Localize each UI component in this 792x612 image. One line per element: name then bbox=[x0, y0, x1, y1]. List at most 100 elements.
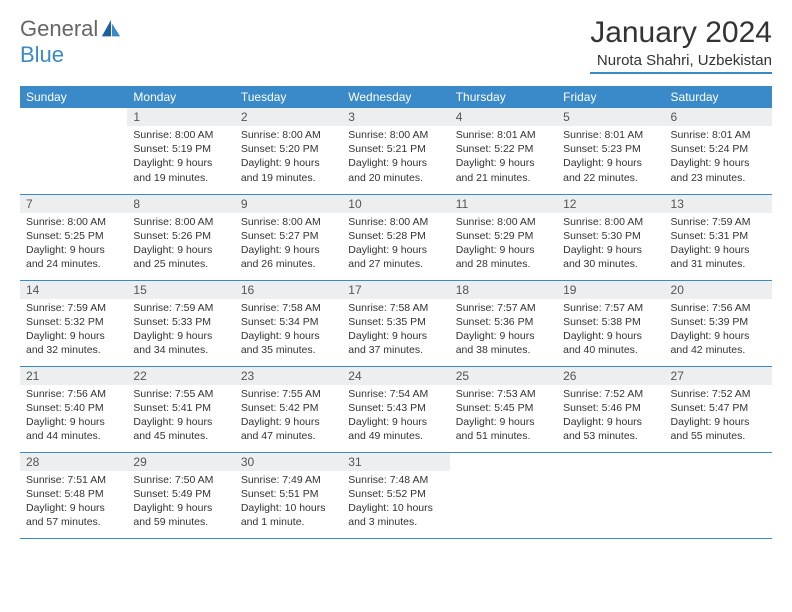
day-details: Sunrise: 8:01 AMSunset: 5:22 PMDaylight:… bbox=[450, 126, 557, 189]
weekday-header: Wednesday bbox=[342, 86, 449, 108]
day-number: 12 bbox=[557, 195, 664, 213]
day-details: Sunrise: 7:49 AMSunset: 5:51 PMDaylight:… bbox=[235, 471, 342, 534]
calendar-cell: 16Sunrise: 7:58 AMSunset: 5:34 PMDayligh… bbox=[235, 280, 342, 366]
weekday-header: Monday bbox=[127, 86, 234, 108]
day-number: 29 bbox=[127, 453, 234, 471]
day-number: 7 bbox=[20, 195, 127, 213]
day-number: 11 bbox=[450, 195, 557, 213]
calendar-body: 1Sunrise: 8:00 AMSunset: 5:19 PMDaylight… bbox=[20, 108, 772, 538]
calendar-cell: 17Sunrise: 7:58 AMSunset: 5:35 PMDayligh… bbox=[342, 280, 449, 366]
day-number: 2 bbox=[235, 108, 342, 126]
calendar-cell: 12Sunrise: 8:00 AMSunset: 5:30 PMDayligh… bbox=[557, 194, 664, 280]
logo: General bbox=[20, 16, 124, 42]
day-details: Sunrise: 7:57 AMSunset: 5:36 PMDaylight:… bbox=[450, 299, 557, 362]
day-number: 18 bbox=[450, 281, 557, 299]
day-number: 1 bbox=[127, 108, 234, 126]
calendar-row: 14Sunrise: 7:59 AMSunset: 5:32 PMDayligh… bbox=[20, 280, 772, 366]
calendar-cell: 13Sunrise: 7:59 AMSunset: 5:31 PMDayligh… bbox=[665, 194, 772, 280]
calendar-cell: 26Sunrise: 7:52 AMSunset: 5:46 PMDayligh… bbox=[557, 366, 664, 452]
day-details: Sunrise: 8:00 AMSunset: 5:26 PMDaylight:… bbox=[127, 213, 234, 276]
day-details: Sunrise: 7:56 AMSunset: 5:40 PMDaylight:… bbox=[20, 385, 127, 448]
day-details: Sunrise: 7:52 AMSunset: 5:46 PMDaylight:… bbox=[557, 385, 664, 448]
calendar-cell: 22Sunrise: 7:55 AMSunset: 5:41 PMDayligh… bbox=[127, 366, 234, 452]
calendar-head: SundayMondayTuesdayWednesdayThursdayFrid… bbox=[20, 86, 772, 108]
day-number: 20 bbox=[665, 281, 772, 299]
day-number: 17 bbox=[342, 281, 449, 299]
calendar-cell: 29Sunrise: 7:50 AMSunset: 5:49 PMDayligh… bbox=[127, 452, 234, 538]
day-details: Sunrise: 7:57 AMSunset: 5:38 PMDaylight:… bbox=[557, 299, 664, 362]
day-details: Sunrise: 8:00 AMSunset: 5:20 PMDaylight:… bbox=[235, 126, 342, 189]
calendar-cell: 7Sunrise: 8:00 AMSunset: 5:25 PMDaylight… bbox=[20, 194, 127, 280]
day-details: Sunrise: 7:59 AMSunset: 5:32 PMDaylight:… bbox=[20, 299, 127, 362]
day-number: 25 bbox=[450, 367, 557, 385]
calendar-cell: 2Sunrise: 8:00 AMSunset: 5:20 PMDaylight… bbox=[235, 108, 342, 194]
calendar-cell: 24Sunrise: 7:54 AMSunset: 5:43 PMDayligh… bbox=[342, 366, 449, 452]
day-number: 14 bbox=[20, 281, 127, 299]
calendar-cell: 23Sunrise: 7:55 AMSunset: 5:42 PMDayligh… bbox=[235, 366, 342, 452]
calendar-cell: 19Sunrise: 7:57 AMSunset: 5:38 PMDayligh… bbox=[557, 280, 664, 366]
calendar-row: 28Sunrise: 7:51 AMSunset: 5:48 PMDayligh… bbox=[20, 452, 772, 538]
day-details: Sunrise: 7:50 AMSunset: 5:49 PMDaylight:… bbox=[127, 471, 234, 534]
weekday-header: Thursday bbox=[450, 86, 557, 108]
day-details: Sunrise: 8:01 AMSunset: 5:24 PMDaylight:… bbox=[665, 126, 772, 189]
weekday-header: Friday bbox=[557, 86, 664, 108]
calendar-cell bbox=[557, 452, 664, 538]
day-number: 10 bbox=[342, 195, 449, 213]
day-details: Sunrise: 7:55 AMSunset: 5:41 PMDaylight:… bbox=[127, 385, 234, 448]
day-details: Sunrise: 8:00 AMSunset: 5:19 PMDaylight:… bbox=[127, 126, 234, 189]
calendar-cell bbox=[20, 108, 127, 194]
calendar-cell: 9Sunrise: 8:00 AMSunset: 5:27 PMDaylight… bbox=[235, 194, 342, 280]
calendar-row: 1Sunrise: 8:00 AMSunset: 5:19 PMDaylight… bbox=[20, 108, 772, 194]
calendar-cell: 30Sunrise: 7:49 AMSunset: 5:51 PMDayligh… bbox=[235, 452, 342, 538]
day-number: 15 bbox=[127, 281, 234, 299]
day-details: Sunrise: 8:00 AMSunset: 5:21 PMDaylight:… bbox=[342, 126, 449, 189]
day-number: 16 bbox=[235, 281, 342, 299]
day-details: Sunrise: 8:01 AMSunset: 5:23 PMDaylight:… bbox=[557, 126, 664, 189]
day-number: 19 bbox=[557, 281, 664, 299]
day-details: Sunrise: 8:00 AMSunset: 5:25 PMDaylight:… bbox=[20, 213, 127, 276]
calendar-cell bbox=[450, 452, 557, 538]
calendar-table: SundayMondayTuesdayWednesdayThursdayFrid… bbox=[20, 86, 772, 539]
day-details: Sunrise: 7:52 AMSunset: 5:47 PMDaylight:… bbox=[665, 385, 772, 448]
day-number: 23 bbox=[235, 367, 342, 385]
day-details: Sunrise: 8:00 AMSunset: 5:30 PMDaylight:… bbox=[557, 213, 664, 276]
weekday-header: Tuesday bbox=[235, 86, 342, 108]
logo-line2: Blue bbox=[20, 42, 64, 68]
calendar-cell: 27Sunrise: 7:52 AMSunset: 5:47 PMDayligh… bbox=[665, 366, 772, 452]
day-number: 6 bbox=[665, 108, 772, 126]
calendar-cell: 11Sunrise: 8:00 AMSunset: 5:29 PMDayligh… bbox=[450, 194, 557, 280]
day-details: Sunrise: 7:51 AMSunset: 5:48 PMDaylight:… bbox=[20, 471, 127, 534]
calendar-cell: 10Sunrise: 8:00 AMSunset: 5:28 PMDayligh… bbox=[342, 194, 449, 280]
day-number: 31 bbox=[342, 453, 449, 471]
calendar-row: 21Sunrise: 7:56 AMSunset: 5:40 PMDayligh… bbox=[20, 366, 772, 452]
day-number: 27 bbox=[665, 367, 772, 385]
location: Nurota Shahri, Uzbekistan bbox=[590, 52, 772, 74]
day-details: Sunrise: 7:56 AMSunset: 5:39 PMDaylight:… bbox=[665, 299, 772, 362]
day-number: 21 bbox=[20, 367, 127, 385]
month-title: January 2024 bbox=[590, 16, 772, 50]
day-details: Sunrise: 7:54 AMSunset: 5:43 PMDaylight:… bbox=[342, 385, 449, 448]
calendar-cell: 20Sunrise: 7:56 AMSunset: 5:39 PMDayligh… bbox=[665, 280, 772, 366]
logo-text-2: Blue bbox=[20, 42, 64, 68]
calendar-cell: 8Sunrise: 8:00 AMSunset: 5:26 PMDaylight… bbox=[127, 194, 234, 280]
calendar-cell: 25Sunrise: 7:53 AMSunset: 5:45 PMDayligh… bbox=[450, 366, 557, 452]
day-details: Sunrise: 7:59 AMSunset: 5:33 PMDaylight:… bbox=[127, 299, 234, 362]
weekday-header: Saturday bbox=[665, 86, 772, 108]
calendar-row: 7Sunrise: 8:00 AMSunset: 5:25 PMDaylight… bbox=[20, 194, 772, 280]
day-details: Sunrise: 7:59 AMSunset: 5:31 PMDaylight:… bbox=[665, 213, 772, 276]
calendar-cell: 21Sunrise: 7:56 AMSunset: 5:40 PMDayligh… bbox=[20, 366, 127, 452]
day-number: 28 bbox=[20, 453, 127, 471]
day-details: Sunrise: 7:53 AMSunset: 5:45 PMDaylight:… bbox=[450, 385, 557, 448]
day-number: 9 bbox=[235, 195, 342, 213]
day-number: 8 bbox=[127, 195, 234, 213]
calendar-cell: 31Sunrise: 7:48 AMSunset: 5:52 PMDayligh… bbox=[342, 452, 449, 538]
calendar-cell: 4Sunrise: 8:01 AMSunset: 5:22 PMDaylight… bbox=[450, 108, 557, 194]
calendar-cell: 1Sunrise: 8:00 AMSunset: 5:19 PMDaylight… bbox=[127, 108, 234, 194]
header: General January 2024 Nurota Shahri, Uzbe… bbox=[20, 16, 772, 74]
calendar-cell: 14Sunrise: 7:59 AMSunset: 5:32 PMDayligh… bbox=[20, 280, 127, 366]
calendar-cell: 3Sunrise: 8:00 AMSunset: 5:21 PMDaylight… bbox=[342, 108, 449, 194]
calendar-cell bbox=[665, 452, 772, 538]
day-details: Sunrise: 7:48 AMSunset: 5:52 PMDaylight:… bbox=[342, 471, 449, 534]
day-number: 5 bbox=[557, 108, 664, 126]
day-details: Sunrise: 7:58 AMSunset: 5:34 PMDaylight:… bbox=[235, 299, 342, 362]
